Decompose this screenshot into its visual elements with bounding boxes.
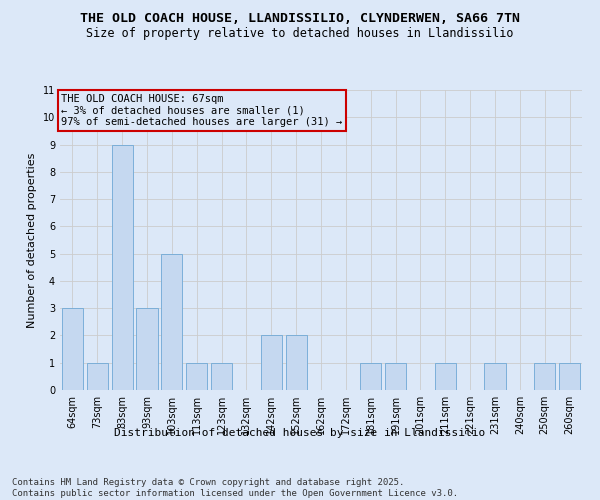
Text: THE OLD COACH HOUSE, LLANDISSILIO, CLYNDERWEN, SA66 7TN: THE OLD COACH HOUSE, LLANDISSILIO, CLYND… [80, 12, 520, 26]
Bar [112, 144, 133, 390]
Bar [385, 362, 406, 390]
Bar [211, 362, 232, 390]
Bar [261, 336, 282, 390]
Text: Size of property relative to detached houses in Llandissilio: Size of property relative to detached ho… [86, 28, 514, 40]
Bar [534, 362, 555, 390]
Bar [186, 362, 207, 390]
Bar [161, 254, 182, 390]
Bar [286, 336, 307, 390]
Bar [62, 308, 83, 390]
Text: THE OLD COACH HOUSE: 67sqm
← 3% of detached houses are smaller (1)
97% of semi-d: THE OLD COACH HOUSE: 67sqm ← 3% of detac… [61, 94, 343, 128]
Y-axis label: Number of detached properties: Number of detached properties [28, 152, 37, 328]
Bar [360, 362, 381, 390]
Bar [484, 362, 506, 390]
Bar [136, 308, 158, 390]
Text: Distribution of detached houses by size in Llandissilio: Distribution of detached houses by size … [115, 428, 485, 438]
Text: Contains HM Land Registry data © Crown copyright and database right 2025.
Contai: Contains HM Land Registry data © Crown c… [12, 478, 458, 498]
Bar [435, 362, 456, 390]
Bar [87, 362, 108, 390]
Bar [559, 362, 580, 390]
